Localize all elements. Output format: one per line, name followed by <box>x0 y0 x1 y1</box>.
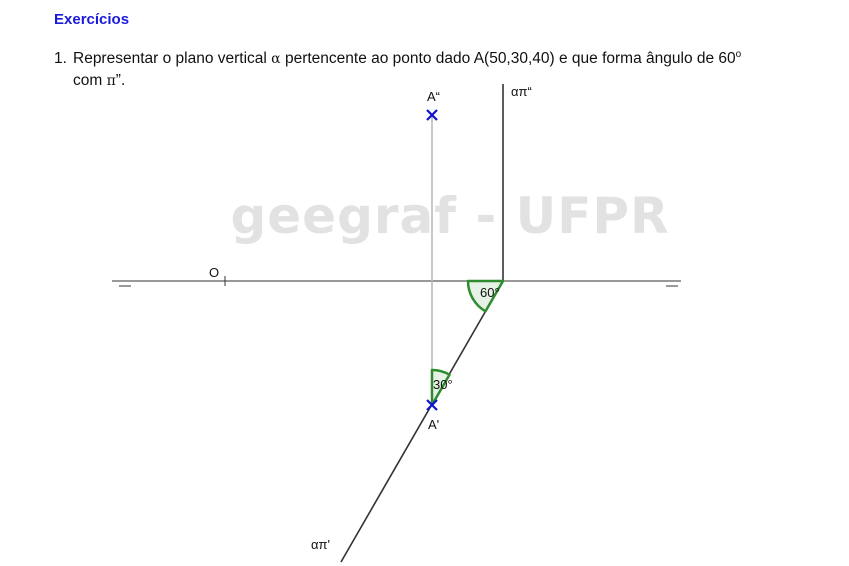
pi-symbol: π <box>106 73 116 90</box>
point-a-front-label: A“ <box>427 89 440 104</box>
exercise-statement: 1. Representar o plano vertical α pertenc… <box>54 44 804 92</box>
point-a-top-label: A' <box>428 417 439 432</box>
origin-label: O <box>209 265 219 280</box>
angle-60-arc <box>466 279 505 313</box>
exercise-text-1: Representar o plano vertical <box>73 50 272 68</box>
point-a-top-marker <box>426 399 438 411</box>
angle-30-label: 30° <box>433 377 453 392</box>
exercise-line-1: 1. Representar o plano vertical α pertenc… <box>54 44 804 70</box>
angle-30-arc <box>430 368 451 407</box>
angle-60-label: 60° <box>480 285 500 300</box>
exercise-number: 1. <box>54 50 67 68</box>
frontal-trace-label: απ“ <box>511 84 532 99</box>
exercise-text-4: ”. <box>115 72 126 90</box>
watermark: geegraf - UFPR <box>230 187 669 245</box>
horizontal-trace <box>340 280 504 563</box>
exercise-text-2: pertencente ao ponto dado A(50,30,40) e … <box>280 50 736 68</box>
alpha-symbol: α <box>271 51 281 68</box>
degree-symbol: o <box>735 49 742 60</box>
exercise-text-3: com <box>73 72 107 90</box>
point-a-front-marker <box>426 109 438 121</box>
horizontal-trace-label: απ' <box>311 537 330 552</box>
section-title: Exercícios <box>54 11 130 28</box>
exercise-line-2: com π”. <box>54 70 804 92</box>
